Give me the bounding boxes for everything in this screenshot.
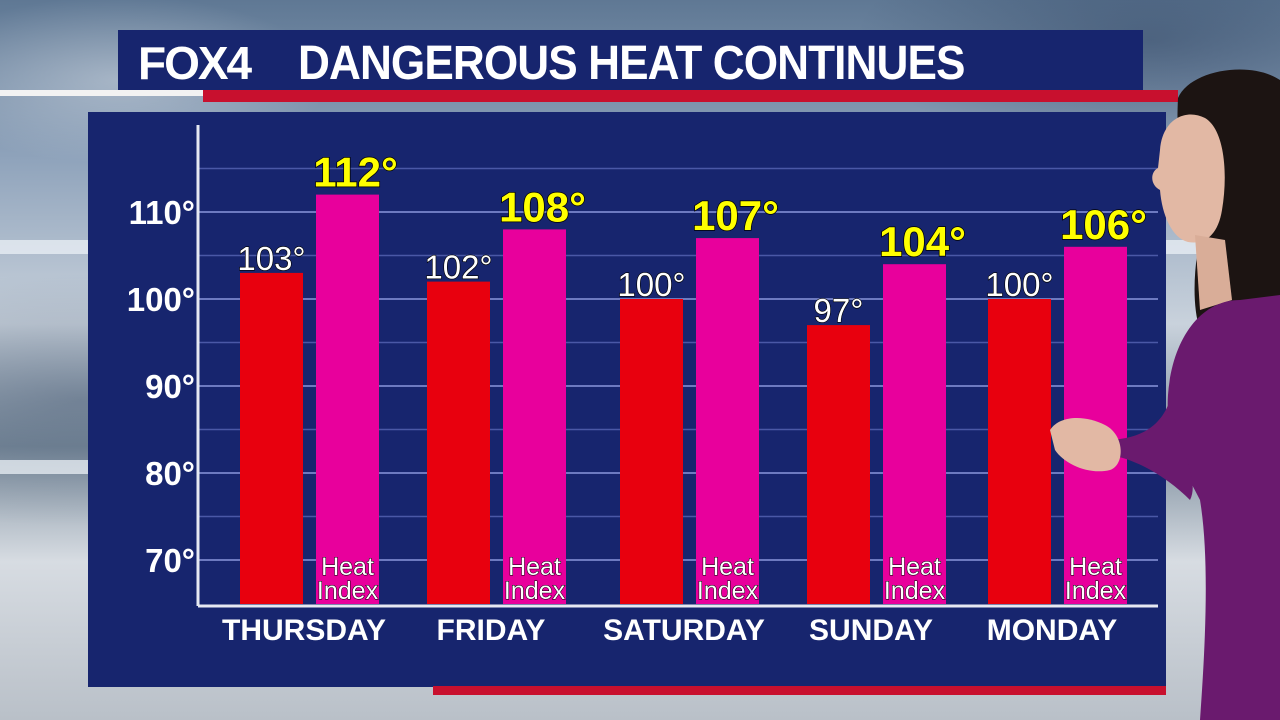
- heat-index-caption: Index: [697, 577, 759, 605]
- heat-index-bar: [696, 238, 759, 604]
- heat-index-caption: Index: [884, 577, 946, 605]
- heat-index-caption: Heat: [321, 553, 374, 581]
- y-tick-label: 110°: [129, 194, 195, 231]
- station-logo: FOX4: [138, 37, 252, 89]
- temperature-label: 100°: [985, 266, 1053, 303]
- heat-index-label: 108°: [499, 183, 586, 230]
- page-title: DANGEROUS HEAT CONTINUES: [298, 37, 965, 90]
- day-label: MONDAY: [987, 614, 1118, 647]
- heat-index-caption: Heat: [1069, 553, 1122, 581]
- y-tick-label: 80°: [145, 455, 195, 492]
- temperature-bar: [620, 299, 683, 604]
- day-label: THURSDAY: [222, 614, 386, 647]
- heat-index-caption: Index: [504, 577, 566, 605]
- heat-index-label: 112°: [313, 149, 398, 196]
- heat-index-bar: [883, 264, 946, 604]
- heat-index-caption: Heat: [701, 553, 754, 581]
- heat-index-caption: Heat: [508, 553, 561, 581]
- y-tick-label: 70°: [145, 542, 195, 579]
- temperature-bar: [427, 281, 490, 604]
- title-accent-bar: [203, 90, 1178, 102]
- heat-index-caption: Index: [317, 577, 379, 605]
- heat-index-label: 106°: [1060, 201, 1147, 248]
- temperature-bar: [240, 272, 303, 604]
- day-label: SUNDAY: [809, 614, 933, 647]
- y-tick-label: 90°: [145, 368, 195, 405]
- heat-index-bar: [503, 229, 566, 604]
- heat-index-label: 107°: [692, 192, 779, 239]
- temperature-label: 100°: [617, 266, 685, 303]
- panel-accent-bar: [433, 686, 1166, 695]
- heat-index-bar: [316, 194, 379, 604]
- temperature-label: 97°: [814, 292, 864, 329]
- day-label: SATURDAY: [603, 614, 765, 647]
- day-label: FRIDAY: [437, 614, 546, 647]
- temperature-bar: [807, 325, 870, 604]
- temperature-label: 102°: [424, 249, 492, 286]
- temperature-label: 103°: [237, 240, 305, 277]
- title-accent-line: [0, 90, 205, 96]
- heat-index-caption: Heat: [888, 553, 941, 581]
- heat-index-label: 104°: [879, 218, 966, 265]
- temperature-bar: [988, 299, 1051, 604]
- heat-index-caption: Index: [1065, 577, 1127, 605]
- y-tick-label: 100°: [127, 281, 195, 318]
- title-bar: [118, 30, 1143, 90]
